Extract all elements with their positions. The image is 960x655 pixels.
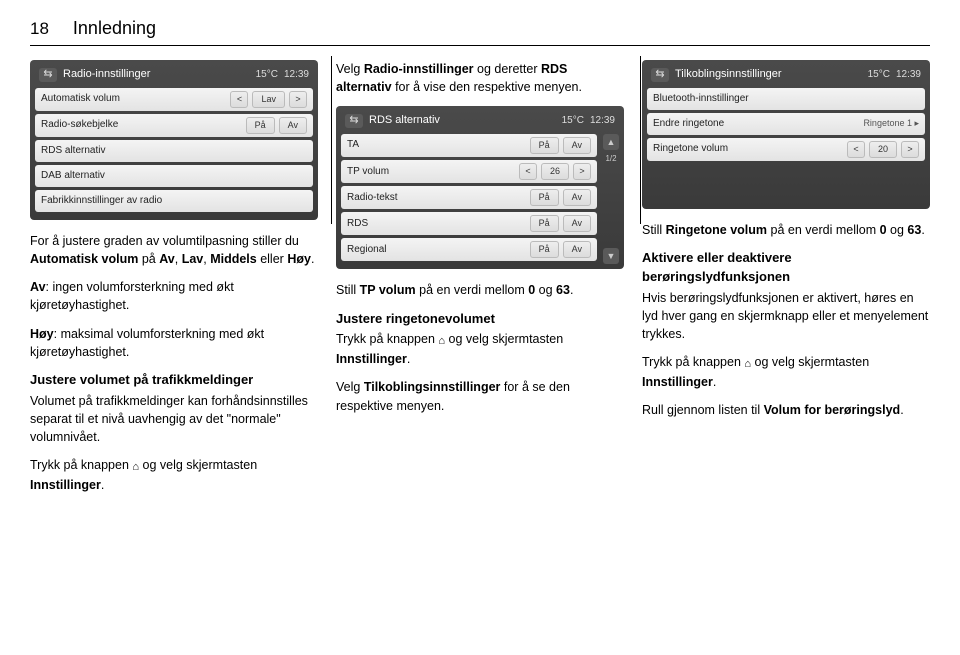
- header-rule: [30, 45, 930, 46]
- row-label: TP volum: [347, 165, 515, 180]
- right-arrow-button: >: [901, 141, 919, 158]
- row-label: Automatisk volum: [41, 92, 226, 107]
- page-indicator: 1/2: [603, 153, 619, 165]
- on-pill: På: [530, 215, 559, 232]
- row-endre-ringetone: Endre ringetone Ringetone 1 ▸: [647, 113, 925, 135]
- paragraph: Rull gjennom listen til Volum for berøri…: [642, 401, 930, 419]
- row-radio-tekst: Radio-tekst På Av: [341, 186, 597, 209]
- paragraph: Velg Tilkoblingsinnstillinger for å se d…: [336, 378, 624, 414]
- off-pill: Av: [563, 215, 591, 232]
- paragraph: Hvis berøringslydfunksjonen er akti­vert…: [642, 289, 930, 343]
- screenshot-radio-innstillinger: ⇆ Radio-innstillinger 15°C 12:39 Automat…: [30, 60, 318, 220]
- value-pill: Lav: [252, 91, 285, 108]
- page-title: Innledning: [73, 18, 156, 39]
- off-pill: Av: [563, 241, 591, 258]
- row-fabrikk: Fabrikkinnstillinger av radio: [35, 190, 313, 212]
- row-label: Regional: [347, 243, 526, 258]
- row-dab-alternativ: DAB alternativ: [35, 165, 313, 187]
- heading-aktivere: Aktivere eller deaktivere berøringslydfu…: [642, 249, 930, 287]
- column-3: ⇆ Tilkoblingsinnstillinger 15°C 12:39 Bl…: [642, 60, 930, 504]
- card-header: ⇆ Radio-innstillinger 15°C 12:39: [35, 65, 313, 88]
- right-arrow-button: >: [289, 91, 307, 108]
- row-label: Bluetooth-innstillinger: [653, 92, 919, 107]
- screenshot-rds-alternativ: ⇆ RDS alternativ 15°C 12:39 TA På Av TP …: [336, 106, 624, 269]
- paragraph: Høy: maksimal volumforsterkning med økt …: [30, 325, 318, 361]
- paragraph: Trykk på knappen ⌂ og velg skjerm­tasten…: [336, 330, 624, 368]
- paragraph: Trykk på knappen ⌂ og velg skjerm­tasten…: [30, 456, 318, 494]
- paragraph: Still TP volum på en verdi mellom 0 og 6…: [336, 281, 624, 299]
- card-time: 12:39: [896, 68, 921, 83]
- row-value: Ringetone 1 ▸: [863, 117, 919, 130]
- row-rds-alternativ: RDS alternativ: [35, 140, 313, 162]
- paragraph: Velg Radio-innstillinger og deretter RDS…: [336, 60, 624, 96]
- row-bluetooth: Bluetooth-innstillinger: [647, 88, 925, 110]
- card-header: ⇆ RDS alternativ 15°C 12:39: [341, 111, 619, 134]
- card-temp: 15°C: [868, 68, 890, 83]
- row-label: Fabrikkinnstillinger av radio: [41, 194, 307, 209]
- card-time: 12:39: [590, 114, 615, 129]
- heading-justere-trafikk: Justere volumet på trafikkmeldinger: [30, 371, 318, 390]
- paragraph: For å justere graden av volumtilpas­ning…: [30, 232, 318, 268]
- card-title: RDS alternativ: [369, 113, 556, 129]
- value-pill: 26: [541, 163, 569, 180]
- row-label: Ringetone volum: [653, 142, 843, 157]
- row-label: RDS alternativ: [41, 144, 307, 159]
- row-radio-sokebjelke: Radio-søkebjelke På Av: [35, 114, 313, 137]
- row-label: Endre ringetone: [653, 117, 859, 132]
- scroll-down-icon: ▼: [603, 248, 619, 264]
- card-time: 12:39: [284, 68, 309, 83]
- on-pill: På: [530, 189, 559, 206]
- left-arrow-button: <: [847, 141, 865, 158]
- paragraph: Still Ringetone volum på en verdi mel­lo…: [642, 221, 930, 239]
- left-arrow-button: <: [519, 163, 537, 180]
- card-title: Tilkoblingsinnstillinger: [675, 67, 862, 83]
- row-label: TA: [347, 138, 526, 153]
- card-temp: 15°C: [562, 114, 584, 129]
- paragraph: Trykk på knappen ⌂ og velg skjerm­tasten…: [642, 353, 930, 391]
- row-ringetone-volum: Ringetone volum < 20 >: [647, 138, 925, 161]
- value-pill: 20: [869, 141, 897, 158]
- row-regional: Regional På Av: [341, 238, 597, 261]
- row-label: Radio-tekst: [347, 191, 526, 206]
- card-header: ⇆ Tilkoblingsinnstillinger 15°C 12:39: [647, 65, 925, 88]
- left-arrow-button: <: [230, 91, 248, 108]
- screenshot-tilkobling: ⇆ Tilkoblingsinnstillinger 15°C 12:39 Bl…: [642, 60, 930, 209]
- on-pill: På: [530, 137, 559, 154]
- row-label: Radio-søkebjelke: [41, 118, 242, 133]
- heading-justere-ringetone: Justere ringetonevolumet: [336, 310, 624, 329]
- row-rds: RDS På Av: [341, 212, 597, 235]
- page-header: 18 Innledning: [30, 18, 930, 39]
- card-title: Radio-innstillinger: [63, 67, 250, 83]
- off-pill: Av: [563, 137, 591, 154]
- scroll-up-icon: ▲: [603, 134, 619, 150]
- back-icon: ⇆: [345, 114, 363, 128]
- paragraph: Volumet på trafikkmeldinger kan for­hånd…: [30, 392, 318, 446]
- off-pill: Av: [279, 117, 307, 134]
- back-icon: ⇆: [651, 68, 669, 82]
- back-icon: ⇆: [39, 68, 57, 82]
- columns: ⇆ Radio-innstillinger 15°C 12:39 Automat…: [30, 60, 930, 504]
- row-auto-volum: Automatisk volum < Lav >: [35, 88, 313, 111]
- row-tp-volum: TP volum < 26 >: [341, 160, 597, 183]
- column-divider-2: [640, 56, 641, 224]
- row-label: DAB alternativ: [41, 169, 307, 184]
- card-temp: 15°C: [256, 68, 278, 83]
- off-pill: Av: [563, 189, 591, 206]
- column-2: Velg Radio-innstillinger og deretter RDS…: [336, 60, 624, 504]
- paragraph: Av: ingen volumforsterkning med økt kjør…: [30, 278, 318, 314]
- column-1: ⇆ Radio-innstillinger 15°C 12:39 Automat…: [30, 60, 318, 504]
- row-label: RDS: [347, 217, 526, 232]
- right-arrow-button: >: [573, 163, 591, 180]
- row-ta: TA På Av: [341, 134, 597, 157]
- scroll-column: ▲ 1/2 ▼: [603, 134, 619, 264]
- on-pill: På: [530, 241, 559, 258]
- column-divider: [331, 56, 332, 224]
- on-pill: På: [246, 117, 275, 134]
- page-number: 18: [30, 19, 49, 39]
